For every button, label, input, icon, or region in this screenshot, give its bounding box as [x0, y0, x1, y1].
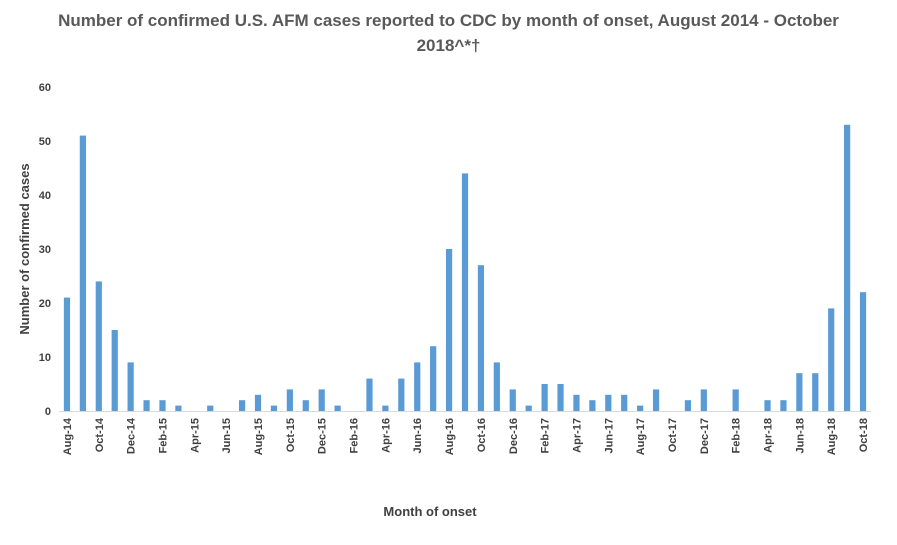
bar-may-16	[398, 378, 405, 411]
y-tick-label: 0	[45, 406, 51, 418]
x-axis-label: Month of onset	[383, 504, 477, 519]
x-tick-label: Aug-17	[635, 418, 647, 455]
y-tick-label: 60	[39, 82, 51, 94]
bar-sep-18	[844, 124, 851, 412]
bar-oct-16	[477, 265, 485, 411]
x-tick-label: Dec-14	[126, 417, 138, 454]
bar-nov-17	[684, 400, 692, 411]
bar-aug-17	[637, 405, 644, 411]
bar-jan-17	[525, 405, 532, 411]
bar-dec-17	[700, 389, 707, 411]
y-tick-label: 40	[39, 190, 51, 202]
x-tick-label: Aug-16	[444, 418, 456, 455]
bar-aug-16	[445, 249, 453, 411]
x-tick-label: Jun-17	[603, 418, 615, 453]
bar-oct-14	[95, 281, 102, 411]
x-tick-label: Feb-18	[731, 418, 743, 453]
x-tick-label: Jun-16	[412, 418, 424, 453]
y-axis-ticks: 0 10 20 30 40 50 60	[39, 82, 51, 418]
x-tick-label: Feb-16	[349, 418, 361, 453]
bar-dec-16	[509, 389, 516, 411]
y-tick-label: 50	[39, 136, 51, 148]
x-axis-ticks: Aug-14 Oct-14 Dec-14 Feb-15 Apr-15 Jun-15 Aug-…	[62, 417, 870, 455]
x-tick-label: Jun-18	[794, 418, 806, 453]
bar-nov-15	[302, 400, 309, 411]
x-tick-label: Jun-15	[221, 418, 233, 453]
x-tick-label: Dec-15	[317, 418, 329, 454]
bar-may-18	[780, 400, 787, 411]
bar-feb-17	[541, 384, 548, 411]
bar-sep-17	[652, 389, 660, 411]
bar-jan-15	[143, 400, 150, 411]
x-tick-label: Oct-16	[476, 418, 488, 452]
x-tick-label: Dec-17	[699, 418, 711, 454]
bar-sep-16	[461, 173, 469, 411]
bar-oct-15	[286, 389, 293, 411]
bars	[63, 124, 867, 412]
x-tick-label: Apr-17	[571, 418, 583, 453]
bar-jun-16	[414, 362, 421, 411]
bar-dec-15	[318, 389, 325, 411]
bar-mar-16	[366, 378, 373, 411]
bar-jan-16	[334, 405, 341, 411]
bar-nov-16	[493, 362, 500, 411]
bar-feb-15	[159, 400, 166, 411]
x-tick-label: Oct-15	[285, 418, 297, 452]
bar-apr-17	[573, 394, 580, 411]
bar-oct-18	[859, 292, 867, 411]
x-tick-label: Aug-18	[826, 418, 838, 455]
bar-feb-18	[732, 389, 739, 411]
y-tick-label: 20	[39, 298, 51, 310]
bar-jul-17	[621, 394, 628, 411]
x-tick-label: Oct-18	[858, 418, 870, 452]
x-tick-label: Dec-16	[508, 418, 520, 454]
x-tick-label: Oct-14	[94, 417, 106, 452]
bar-jul-18	[812, 373, 819, 411]
bar-may-17	[589, 400, 596, 411]
bar-sep-14	[79, 135, 86, 411]
bar-aug-15	[254, 394, 262, 411]
bar-apr-16	[382, 405, 389, 411]
bar-sep-15	[270, 405, 278, 411]
x-tick-label: Oct-17	[667, 418, 679, 452]
bar-aug-14	[63, 297, 71, 411]
x-tick-label: Aug-15	[253, 418, 265, 455]
bar-jul-15	[238, 400, 246, 411]
bar-mar-15	[175, 405, 182, 411]
x-tick-label: Apr-15	[189, 418, 201, 453]
y-tick-label: 30	[39, 244, 51, 256]
bar-aug-18	[828, 308, 835, 411]
y-tick-label: 10	[39, 352, 51, 364]
bar-mar-17	[557, 384, 564, 411]
bar-jun-18	[796, 373, 803, 411]
bar-apr-18	[764, 400, 771, 411]
x-tick-label: Aug-14	[62, 417, 74, 455]
bar-nov-14	[111, 330, 118, 411]
bar-may-15	[207, 405, 214, 411]
bar-dec-14	[127, 362, 134, 411]
chart-title: Number of confirmed U.S. AFM cases repor…	[58, 11, 839, 55]
x-tick-label: Feb-17	[540, 418, 552, 453]
bar-jul-16	[430, 346, 437, 411]
y-axis-label: Number of confirmed cases	[17, 163, 32, 334]
x-tick-label: Apr-18	[763, 418, 775, 453]
x-tick-label: Feb-15	[157, 418, 169, 453]
bar-jun-17	[605, 394, 612, 411]
x-tick-label: Apr-16	[380, 418, 392, 453]
